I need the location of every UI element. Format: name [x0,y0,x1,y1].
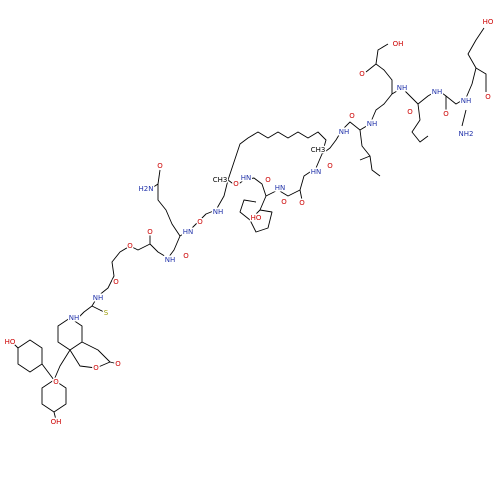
atom-label: NH [397,84,408,92]
bond [299,189,303,201]
atom-label: O [157,162,163,170]
atom-label: O [53,378,59,386]
bond [157,169,161,185]
atom-label: O [485,93,491,101]
bond [475,67,487,92]
atom-label: O [113,278,119,286]
bonds [11,27,487,421]
atom-label: O [115,360,121,368]
atom-labels: HO NH2 O NH O NH O OH O NH NH O NH O HN … [3,17,495,428]
atom-label: NH [339,128,350,136]
atom-label: CH3 [213,176,228,184]
atom-label: O [281,198,287,206]
atom-label: NH [165,256,176,264]
atom-label: O [127,242,133,250]
atom-label: NH [213,208,224,216]
atom-label: O [183,252,189,260]
bond [91,305,105,313]
atom-label: HN [275,184,286,192]
atom-label: O [147,228,153,236]
atom-label: HN [183,228,194,236]
bond [53,411,57,421]
atom-label: O [407,108,413,116]
atom-label: HN [241,174,252,182]
atom-label: NH [69,314,80,322]
bond [149,179,229,259]
atom-label: O [265,176,271,184]
bond [375,43,393,94]
atom-label: H2N [139,185,154,193]
bond [227,153,323,197]
bond [321,27,485,155]
atom-label: O [359,70,365,78]
bond [359,155,371,161]
atom-label: NH [461,97,472,105]
atom-label: O [197,218,203,226]
bond [365,63,377,73]
atom-label: O [349,112,355,120]
atom-label: HO [5,338,16,346]
atom-label: OH [393,40,404,48]
ring [57,317,83,351]
atom-label: NH [93,294,104,302]
atom-label: O [233,180,239,188]
bond [11,341,19,349]
atom-label: O [299,199,305,207]
bond [227,131,327,181]
bond [239,199,257,221]
atom-label: OH [51,418,62,426]
atom-label: NH [432,88,443,96]
atom-label: NH2 [459,130,474,138]
atom-label: NH [367,120,378,128]
atom-label: HO [251,214,262,222]
bond [41,349,71,381]
atom-label: CH3 [311,146,326,154]
atom-label: HN [311,168,322,176]
atom-label: O [93,364,99,372]
atom-label: O [327,162,333,170]
bond [461,109,467,127]
bond [69,341,111,369]
bond [411,103,429,143]
atom-label: S [104,309,109,317]
bond [359,129,381,177]
ring [17,339,43,373]
bond [77,243,151,319]
atom-label: O [443,110,449,118]
atom-label: HO [483,18,494,26]
bond [109,361,119,365]
bond [249,195,273,233]
bond [151,183,181,237]
